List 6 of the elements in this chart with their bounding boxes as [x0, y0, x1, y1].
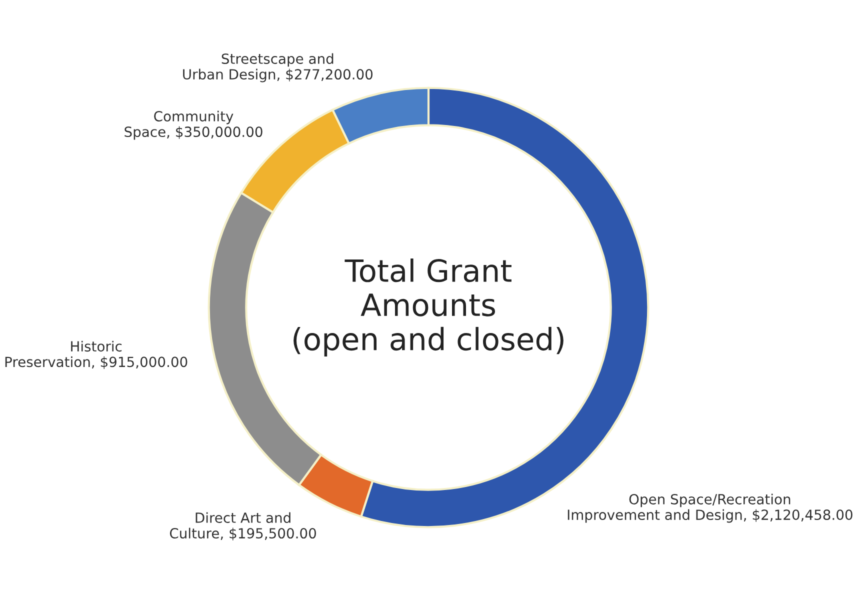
slice-label: Historic Preservation, $915,000.00 — [5, 340, 188, 369]
slice-label: Streetscape and Urban Design, $277,200.00 — [183, 53, 373, 82]
text: Total Grant Amounts (open and closed) — [294, 258, 564, 356]
slice-label: Open Space/Recreation Improvement and Design, $2,120,458.00 — [568, 494, 852, 523]
slice-label: Direct Art and Culture, $195,500.00 — [170, 512, 316, 540]
slice-label: Community Space, $350,000.00 — [124, 110, 262, 140]
